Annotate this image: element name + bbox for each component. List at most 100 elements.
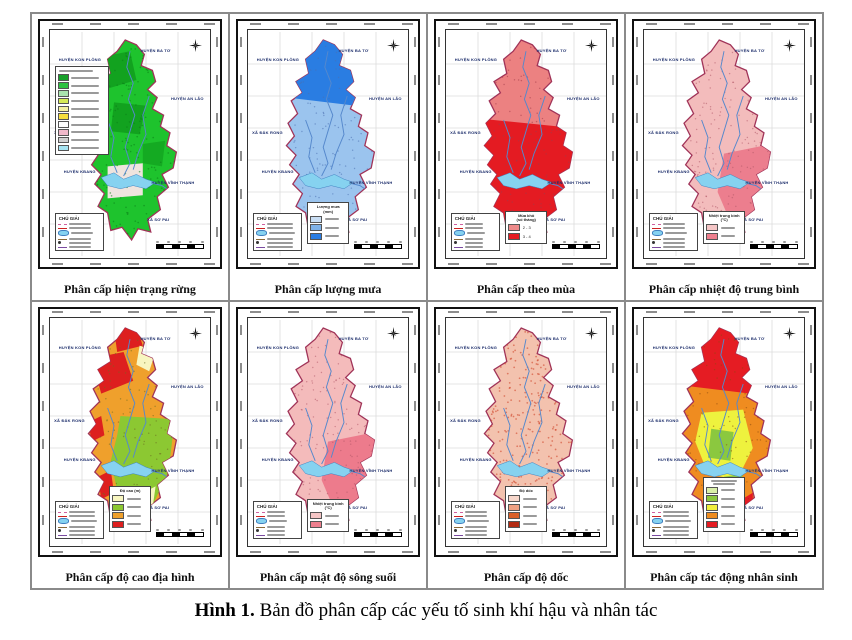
coordinate-tick bbox=[52, 311, 63, 313]
coordinate-tick bbox=[216, 75, 218, 85]
place-label: HUYỆN AN LÃO bbox=[368, 384, 402, 390]
coordinate-tick bbox=[612, 515, 614, 525]
forest-status-legend bbox=[54, 66, 110, 156]
map-area: CHÚ GIẢI HUYỆN KON PLÔNG HUYỆN BA TƠ HUYỆN… bbox=[49, 317, 211, 547]
compass-rose-icon bbox=[783, 327, 796, 341]
class-legend-item bbox=[706, 486, 742, 494]
coordinate-tick bbox=[166, 551, 177, 553]
legend-box: CHÚ GIẢI bbox=[252, 213, 303, 252]
place-label: XÃ SƠ PAI bbox=[345, 216, 368, 222]
panel-title: Phân cấp nhiệt độ trung bình bbox=[648, 282, 800, 296]
place-label: HUYỆN KBANG bbox=[459, 169, 492, 175]
class-legend: Độ dốc bbox=[505, 486, 548, 533]
coordinate-tick bbox=[250, 311, 261, 313]
class-legend-title: (mm) bbox=[323, 208, 334, 214]
legend-box-title: CHÚ GIẢI bbox=[454, 504, 476, 510]
coordinate-tick bbox=[438, 515, 440, 525]
coordinate-tick bbox=[810, 439, 812, 449]
place-label: HUYỆN AN LÃO bbox=[170, 96, 204, 102]
class-legend-item bbox=[112, 503, 148, 511]
coordinate-tick bbox=[250, 23, 261, 25]
place-label: HUYỆN BA TƠ bbox=[140, 48, 171, 54]
coordinate-tick bbox=[600, 263, 611, 265]
place-label: HUYỆN KBANG bbox=[657, 457, 690, 463]
coordinate-tick bbox=[42, 189, 44, 199]
scale-bar-icon bbox=[749, 240, 798, 249]
legend-box-title: CHÚ GIẢI bbox=[58, 216, 80, 222]
class-legend-title: (số tháng) bbox=[516, 217, 536, 223]
map-area: CHÚ GIẢI HUYỆN KON PLÔNG HUYỆN BA TƠ HUYỆN… bbox=[49, 29, 211, 259]
coordinate-tick bbox=[438, 37, 440, 47]
place-label: XÃ ĐẮK RONG bbox=[252, 418, 283, 424]
place-label: HUYỆN BA TƠ bbox=[338, 336, 369, 342]
place-label: HUYỆN KBANG bbox=[657, 169, 690, 175]
legend-symbol-row bbox=[651, 245, 696, 249]
place-label: XÃ ĐẮK RONG bbox=[648, 418, 679, 424]
coordinate-tick bbox=[684, 551, 695, 553]
legend-symbol-row bbox=[651, 237, 696, 241]
legend-symbol-row bbox=[255, 510, 300, 514]
class-legend: Mùa khô (số tháng) 2 - 3 3 - 4 bbox=[505, 210, 548, 245]
map-area: CHÚ GIẢI HUYỆN KON PLÔNG HUYỆN BA TƠ HUYỆN… bbox=[247, 317, 409, 547]
coordinate-tick bbox=[562, 23, 573, 25]
caption-label: Hình 1. bbox=[194, 600, 255, 621]
coordinate-tick bbox=[448, 263, 459, 265]
class-legend bbox=[703, 477, 746, 533]
coordinate-tick bbox=[240, 151, 242, 161]
coordinate-tick bbox=[216, 325, 218, 335]
class-legend-item bbox=[706, 232, 742, 240]
class-legend: Nhiệt trung bình (°C) bbox=[307, 498, 350, 533]
coordinate-tick bbox=[414, 113, 416, 123]
legend-box-title: CHÚ GIẢI bbox=[256, 216, 278, 222]
coordinate-tick bbox=[250, 551, 261, 553]
legend-symbol-row bbox=[651, 241, 696, 245]
coordinate-tick bbox=[722, 263, 733, 265]
coordinate-tick bbox=[216, 477, 218, 487]
class-legend-item bbox=[706, 503, 742, 511]
coordinate-tick bbox=[636, 363, 638, 373]
class-legend-item: 2 - 3 bbox=[508, 224, 544, 232]
place-label: XÃ ĐẮK RONG bbox=[54, 418, 85, 424]
coordinate-tick bbox=[90, 263, 101, 265]
class-swatch bbox=[508, 224, 521, 232]
class-legend-item bbox=[706, 520, 742, 528]
compass-rose-icon bbox=[585, 327, 598, 341]
coordinate-tick bbox=[90, 23, 101, 25]
place-label: HUYỆN BA TƠ bbox=[734, 48, 765, 54]
legend-symbol-row bbox=[57, 525, 102, 529]
coordinate-tick bbox=[810, 477, 812, 487]
coordinate-tick bbox=[240, 189, 242, 199]
class-legend-title: Lượng mưa bbox=[316, 204, 340, 210]
legend-symbol-row bbox=[453, 518, 498, 525]
coordinate-tick bbox=[402, 23, 413, 25]
coordinate-tick bbox=[42, 37, 44, 47]
coordinate-tick bbox=[364, 551, 375, 553]
class-label: 3 - 4 bbox=[522, 233, 531, 239]
class-swatch bbox=[508, 503, 521, 511]
class-legend-title: Độ cao (m) bbox=[119, 488, 141, 494]
basin-map bbox=[50, 320, 210, 544]
place-label: HUYỆN KON PLÔNG bbox=[58, 345, 102, 351]
coordinate-tick bbox=[684, 23, 695, 25]
class-legend: Nhiệt trung bình (°C) bbox=[703, 210, 746, 245]
coordinate-tick bbox=[438, 477, 440, 487]
coordinate-tick bbox=[636, 477, 638, 487]
class-legend-item: 3 - 4 bbox=[508, 232, 544, 240]
figure-caption: Hình 1. Bản đồ phân cấp các yếu tố sinh … bbox=[0, 600, 852, 622]
legend-symbol-row bbox=[453, 514, 498, 518]
forest-legend-item bbox=[57, 136, 106, 144]
coordinate-tick bbox=[438, 75, 440, 85]
coordinate-tick bbox=[722, 311, 733, 313]
legend-symbol-row bbox=[57, 237, 102, 241]
map-panel: CHÚ GIẢI HUYỆN KON PLÔNG HUYỆN BA TƠ HUYỆN… bbox=[427, 301, 625, 589]
legend-box-title: CHÚ GIẢI bbox=[256, 504, 278, 510]
place-label: HUYỆN AN LÃO bbox=[170, 384, 204, 390]
panel-title: Phân cấp lượng mưa bbox=[274, 282, 382, 296]
coordinate-tick bbox=[722, 551, 733, 553]
caption-text: Bản đồ phân cấp các yếu tố sinh khí hậu … bbox=[254, 600, 658, 621]
class-swatch bbox=[508, 232, 521, 240]
class-swatch bbox=[310, 512, 323, 520]
coordinate-tick bbox=[42, 151, 44, 161]
coordinate-tick bbox=[326, 263, 337, 265]
compass-rose-icon bbox=[387, 39, 400, 53]
